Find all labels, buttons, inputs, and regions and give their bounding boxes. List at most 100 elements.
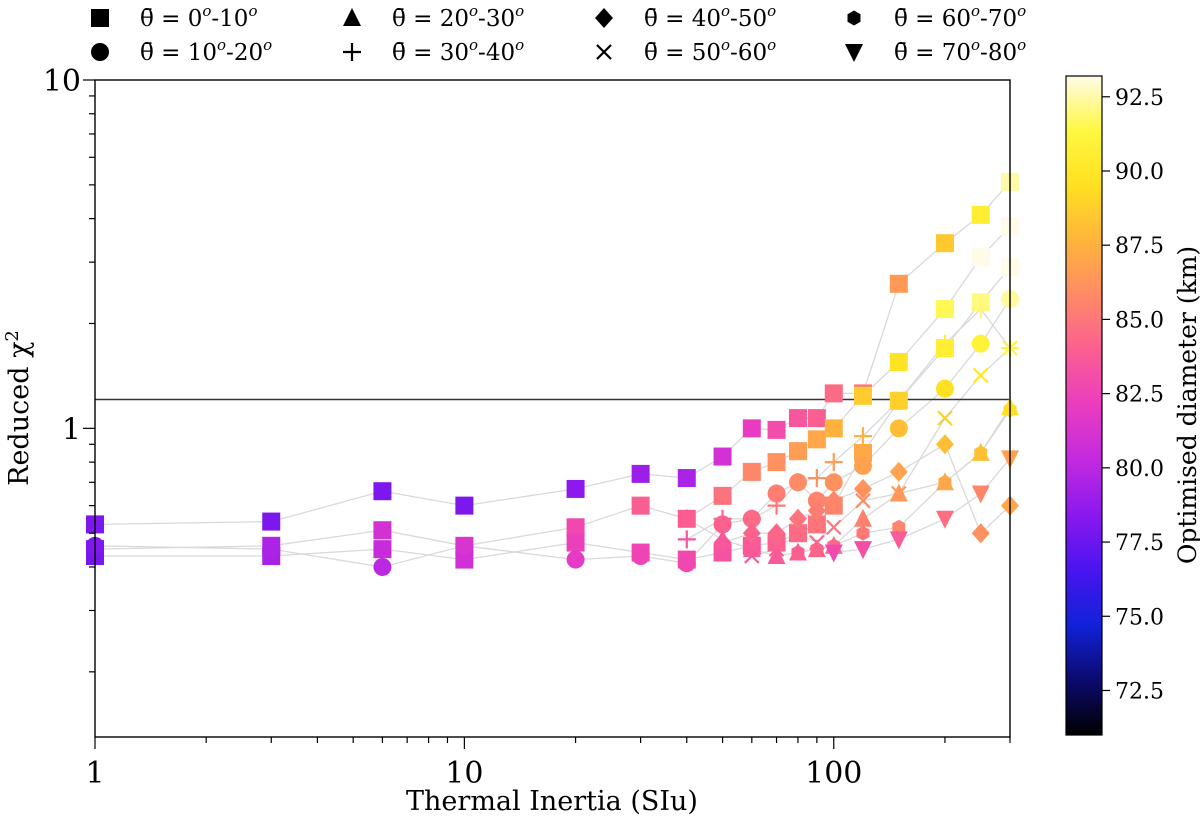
data-point-diamond xyxy=(807,500,826,521)
data-point-plus xyxy=(807,469,826,488)
legend-marker-circle xyxy=(91,43,109,61)
colorbar-label: Optimised diameter (km) xyxy=(1173,246,1200,564)
legend-entry: θ̄ = 30o-40o xyxy=(343,36,524,66)
legend-marker-hexagon xyxy=(847,10,861,26)
data-point-square xyxy=(935,234,954,253)
data-point-square xyxy=(373,540,392,559)
data-point-square xyxy=(566,518,585,537)
colorbar-tick-label: 72.5 xyxy=(1115,679,1164,704)
data-point-plus xyxy=(788,473,807,492)
colorbar-tick-label: 87.5 xyxy=(1115,234,1164,259)
data-point-diamond xyxy=(713,532,732,553)
legend-marker-x xyxy=(596,44,612,60)
colorbar-tick-label: 75.0 xyxy=(1115,605,1164,630)
data-point-square xyxy=(854,443,873,462)
data-point-diamond xyxy=(788,508,807,529)
series-line-4 xyxy=(686,406,1011,557)
legend-marker-diamond xyxy=(595,8,613,28)
data-point-square xyxy=(971,205,990,224)
colorbar-tick-label: 77.5 xyxy=(1115,531,1164,556)
legend-entry: θ̄ = 70o-80o xyxy=(845,36,1026,66)
legend-entry: θ̄ = 40o-50o xyxy=(595,2,776,32)
colorbar-tick-label: 82.5 xyxy=(1115,383,1164,408)
data-point-square xyxy=(677,469,696,488)
legend-marker-plus xyxy=(343,43,361,61)
data-point-square xyxy=(631,464,650,483)
x-tick-label: 100 xyxy=(805,756,862,791)
legend-entry: θ̄ = 20o-30o xyxy=(343,2,524,32)
legend-label: θ̄ = 50o-60o xyxy=(644,36,776,66)
data-point-x xyxy=(972,367,989,384)
data-point-square xyxy=(971,248,990,267)
data-point-square xyxy=(742,419,761,438)
series-lines xyxy=(94,181,1011,568)
data-point-plus xyxy=(935,334,954,353)
series-line-5 xyxy=(686,308,1011,540)
colorbar-tick-label: 90.0 xyxy=(1115,160,1164,185)
data-point-square xyxy=(807,515,826,534)
data-point-x xyxy=(891,485,907,502)
series-line-0 xyxy=(94,181,1011,526)
x-tick-label: 10 xyxy=(445,756,483,791)
data-point-square xyxy=(742,462,761,481)
data-point-circle xyxy=(566,550,585,569)
data-point-square xyxy=(713,447,732,466)
data-point-plus xyxy=(824,453,843,472)
data-point-square xyxy=(713,486,732,505)
x-tick-label: 1 xyxy=(85,756,104,791)
data-point-triangle-down xyxy=(889,531,908,550)
data-point-square xyxy=(807,409,826,428)
legend-label: θ̄ = 30o-40o xyxy=(392,36,524,66)
data-point-circle xyxy=(971,334,990,353)
legend-label: θ̄ = 20o-30o xyxy=(392,2,524,32)
data-point-x xyxy=(937,410,953,426)
series-line-7 xyxy=(751,347,1011,557)
data-point-square xyxy=(566,533,585,552)
data-point-square xyxy=(935,300,954,319)
colorbar-tick-label: 92.5 xyxy=(1115,86,1164,111)
data-point-hexagon xyxy=(974,445,988,461)
plot-frame xyxy=(94,79,1011,738)
data-point-square xyxy=(824,384,843,403)
legend-label: θ̄ = 10o-20o xyxy=(140,36,272,66)
colorbar-ticks: 72.5 75.0 77.5 80.0 82.5 85.0 87.5 90.0 92.5 xyxy=(1102,86,1164,704)
colorbar-gradient xyxy=(1065,75,1103,736)
data-point-x xyxy=(790,525,806,541)
data-point-square xyxy=(824,419,843,438)
data-point-triangle-down xyxy=(824,544,843,563)
data-point-diamond xyxy=(824,490,843,511)
data-point-square xyxy=(767,420,786,439)
data-point-square xyxy=(566,479,585,498)
data-point-x xyxy=(855,492,871,509)
data-point-circle xyxy=(807,491,826,510)
data-point-circle xyxy=(854,456,873,475)
data-point-square xyxy=(455,496,474,515)
data-point-circle xyxy=(262,540,281,559)
series-line-1 xyxy=(94,225,1011,550)
data-point-plus xyxy=(767,496,786,515)
data-point-circle xyxy=(889,419,908,438)
y-axis-label-sup: 2 xyxy=(2,330,23,341)
data-point-triangle-down xyxy=(935,510,954,529)
legend-marker-triangle-up xyxy=(343,8,361,26)
data-point-square xyxy=(889,274,908,293)
data-point-diamond xyxy=(971,523,990,544)
data-point-circle xyxy=(824,473,843,492)
data-point-circle xyxy=(935,379,954,398)
data-point-circle xyxy=(631,547,650,566)
data-point-square xyxy=(262,512,281,531)
data-point-triangle-up xyxy=(677,508,696,527)
data-point-hexagon xyxy=(892,519,906,535)
legend-entry: θ̄ = 0o-10o xyxy=(91,2,257,32)
data-point-square xyxy=(373,521,392,540)
legend-marker-triangle-down xyxy=(845,44,863,62)
data-point-x xyxy=(768,541,785,557)
legend: θ̄ = 0o-10o θ̄ = 10o-20o θ̄ = 20o-30o θ̄ = … xyxy=(91,2,1026,66)
data-point-square xyxy=(767,453,786,472)
legend-marker-square xyxy=(91,9,109,27)
data-point-hexagon xyxy=(938,474,952,490)
data-point-diamond xyxy=(742,523,761,544)
y-tick-label: 10 xyxy=(43,64,81,99)
data-point-plus xyxy=(854,427,873,446)
